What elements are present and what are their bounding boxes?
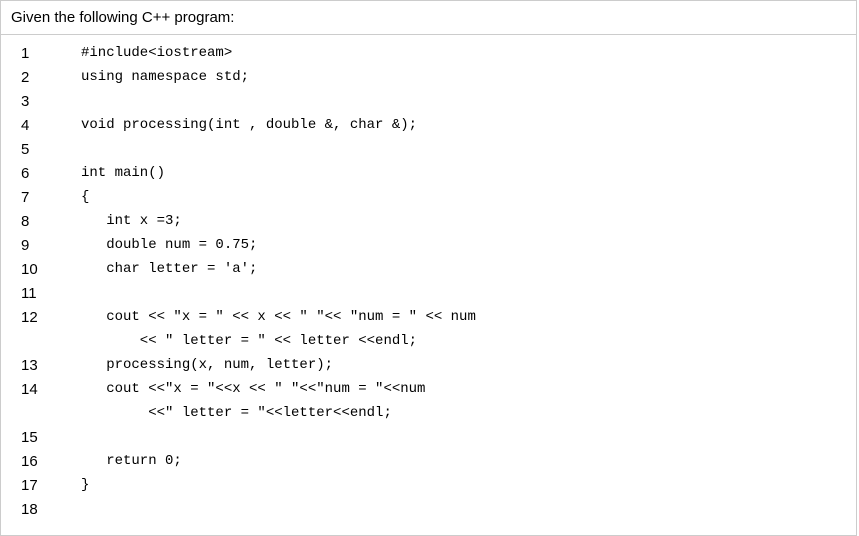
code-text: int main() xyxy=(81,165,856,181)
code-text: using namespace std; xyxy=(81,69,856,85)
line-number: 14 xyxy=(1,381,81,398)
code-line: 9 double num = 0.75; xyxy=(1,237,856,261)
code-line: 4void processing(int , double &, char &)… xyxy=(1,117,856,141)
code-line: 1#include<iostream> xyxy=(1,45,856,69)
line-number: 16 xyxy=(1,453,81,470)
code-text: int x =3; xyxy=(81,213,856,229)
code-line-continuation: << " letter = " << letter <<endl; xyxy=(1,333,856,357)
line-number: 10 xyxy=(1,261,81,278)
code-line: 8 int x =3; xyxy=(1,213,856,237)
code-text: cout <<"x = "<<x << " "<<"num = "<<num xyxy=(81,381,856,397)
line-number: 6 xyxy=(1,165,81,182)
code-text: { xyxy=(81,189,856,205)
code-text: return 0; xyxy=(81,453,856,469)
code-line: 17} xyxy=(1,477,856,501)
code-line: 13 processing(x, num, letter); xyxy=(1,357,856,381)
code-text: <<" letter = "<<letter<<endl; xyxy=(81,405,856,421)
code-line-continuation: <<" letter = "<<letter<<endl; xyxy=(1,405,856,429)
code-line: 7{ xyxy=(1,189,856,213)
line-number: 5 xyxy=(1,141,81,158)
code-line: 10 char letter = 'a'; xyxy=(1,261,856,285)
line-number: 8 xyxy=(1,213,81,230)
code-line: 16 return 0; xyxy=(1,453,856,477)
code-line: 5 xyxy=(1,141,856,165)
code-line: 3 xyxy=(1,93,856,117)
line-number: 1 xyxy=(1,45,81,62)
line-number: 11 xyxy=(1,285,81,302)
line-number: 12 xyxy=(1,309,81,326)
code-question-container: Given the following C++ program: 1#inclu… xyxy=(0,0,857,536)
line-number: 15 xyxy=(1,429,81,446)
code-line: 6int main() xyxy=(1,165,856,189)
code-line: 12 cout << "x = " << x << " "<< "num = "… xyxy=(1,309,856,333)
code-text: double num = 0.75; xyxy=(81,237,856,253)
code-text: void processing(int , double &, char &); xyxy=(81,117,856,133)
code-line: 18 xyxy=(1,501,856,525)
line-number: 7 xyxy=(1,189,81,206)
code-text: #include<iostream> xyxy=(81,45,856,61)
line-number: 4 xyxy=(1,117,81,134)
code-text: char letter = 'a'; xyxy=(81,261,856,277)
code-block: 1#include<iostream>2using namespace std;… xyxy=(1,35,856,535)
code-text: << " letter = " << letter <<endl; xyxy=(81,333,856,349)
code-line: 11 xyxy=(1,285,856,309)
line-number: 17 xyxy=(1,477,81,494)
line-number: 3 xyxy=(1,93,81,110)
line-number: 13 xyxy=(1,357,81,374)
code-line: 14 cout <<"x = "<<x << " "<<"num = "<<nu… xyxy=(1,381,856,405)
line-number: 18 xyxy=(1,501,81,518)
code-line: 15 xyxy=(1,429,856,453)
code-text: cout << "x = " << x << " "<< "num = " <<… xyxy=(81,309,856,325)
code-text: } xyxy=(81,477,856,493)
question-prompt: Given the following C++ program: xyxy=(1,1,856,35)
line-number: 9 xyxy=(1,237,81,254)
code-line: 2using namespace std; xyxy=(1,69,856,93)
code-text: processing(x, num, letter); xyxy=(81,357,856,373)
line-number: 2 xyxy=(1,69,81,86)
